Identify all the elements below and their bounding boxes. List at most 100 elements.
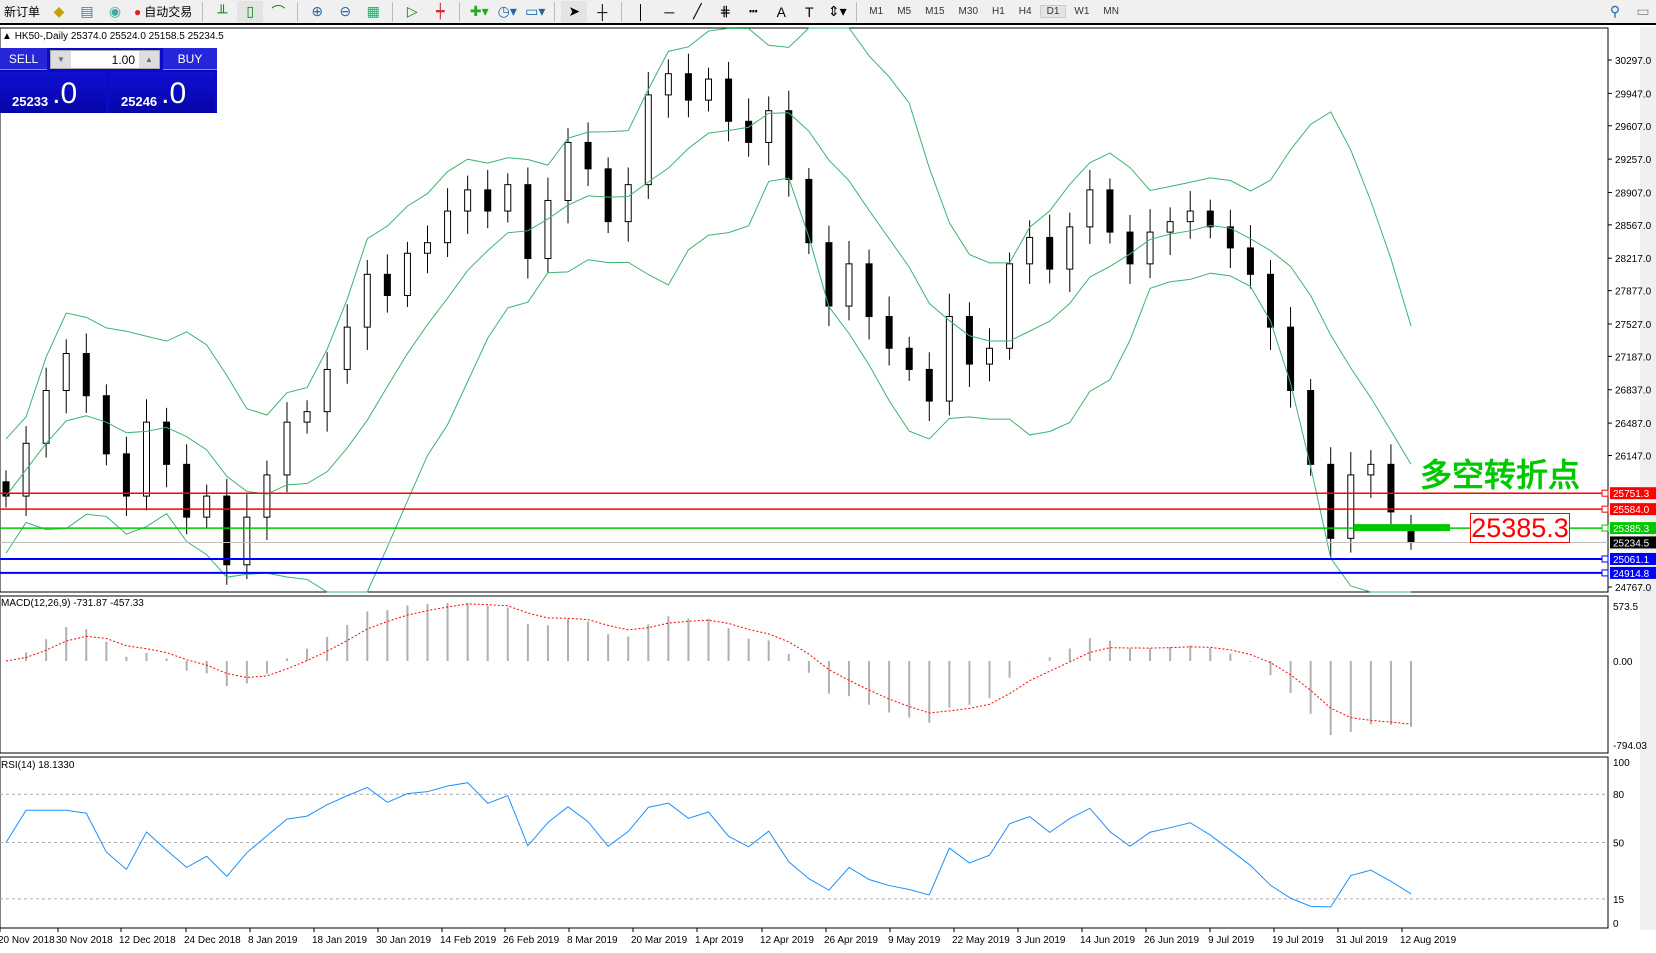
time-tick-label: 14 Feb 2019: [440, 935, 497, 946]
candle: [564, 141, 572, 201]
timeframe-m30[interactable]: M30: [958, 6, 978, 17]
candle: [243, 516, 251, 566]
level-handle: [1601, 524, 1609, 532]
price-label: 25751.3: [1613, 489, 1650, 500]
candle: [1246, 247, 1254, 275]
price-label-box: [1610, 487, 1656, 500]
annotation-text[interactable]: 多空转折点: [1420, 456, 1581, 494]
annotation-price-box[interactable]: 25385.3: [1470, 512, 1570, 543]
level-handle: [1601, 505, 1609, 513]
market-watch-icon[interactable]: ◆: [53, 3, 65, 19]
tile-windows-icon[interactable]: ▦: [366, 3, 380, 19]
buy-button[interactable]: BUY: [163, 48, 217, 70]
candle: [805, 178, 813, 244]
candle: [102, 395, 110, 455]
fibonacci-icon[interactable]: ⋕: [719, 3, 732, 19]
line-chart-icon[interactable]: ⌒: [271, 3, 286, 20]
crosshair-icon[interactable]: ┼: [597, 3, 608, 20]
lot-size-input[interactable]: 1.00: [111, 52, 135, 67]
time-tick-label: 14 Jun 2019: [1080, 935, 1135, 946]
price-label-box: [1610, 566, 1656, 579]
candle: [584, 141, 592, 170]
chat-icon[interactable]: ▭: [1636, 3, 1650, 19]
timeframe-m15[interactable]: M15: [925, 6, 945, 17]
text-label-icon[interactable]: T: [805, 3, 814, 20]
auto-trading-label: 自动交易: [144, 5, 193, 19]
bar-chart-icon[interactable]: ╨: [217, 3, 228, 20]
price-tick-label: 26487.0: [1615, 419, 1652, 430]
zoom-in-icon[interactable]: ⊕: [311, 3, 324, 19]
autoscroll-icon[interactable]: ▷: [406, 3, 418, 19]
text-icon[interactable]: A: [776, 3, 786, 20]
auto-trading-button[interactable]: ● 自动交易: [130, 1, 196, 23]
ask-price[interactable]: 25246.0: [109, 72, 215, 113]
timeframe-h4[interactable]: H4: [1018, 6, 1032, 17]
candle: [604, 168, 612, 223]
candle: [163, 421, 171, 465]
time-tick-label: 12 Aug 2019: [1400, 935, 1457, 946]
time-tick-label: 26 Jun 2019: [1144, 935, 1199, 946]
periods-icon[interactable]: ◷▾: [497, 3, 517, 19]
bid-price[interactable]: 25233.0: [0, 72, 106, 113]
candle: [223, 495, 231, 566]
candle: [203, 495, 211, 518]
candle: [624, 184, 632, 223]
search-icon[interactable]: ⚲: [1609, 3, 1621, 19]
new-order-button[interactable]: 新订单: [4, 5, 41, 19]
zoom-out-icon[interactable]: ⊖: [339, 3, 352, 19]
candle: [1086, 189, 1094, 228]
templates-icon[interactable]: ▭▾: [525, 3, 546, 19]
bid-fraction: .0: [52, 77, 78, 110]
timeframe-w1[interactable]: W1: [1074, 6, 1090, 17]
candle: [765, 110, 773, 143]
separator: [459, 1, 461, 22]
cursor-icon[interactable]: ➤: [561, 0, 588, 23]
time-tick-label: 22 May 2019: [952, 935, 1010, 946]
decrease-lot-button[interactable]: ▼: [51, 51, 71, 68]
candle: [1206, 210, 1214, 228]
candle: [383, 273, 391, 296]
timeframe-m1[interactable]: M1: [869, 6, 884, 17]
timeframe-h1[interactable]: H1: [992, 6, 1005, 17]
rsi-line: [5, 782, 1412, 908]
rsi-tick-label: 100: [1613, 758, 1630, 769]
lot-size-stepper[interactable]: ▼ 1.00 ▲: [50, 50, 160, 69]
vertical-line-icon[interactable]: │: [636, 3, 646, 20]
data-window-icon[interactable]: ▤: [80, 3, 94, 19]
price-tick-label: 28907.0: [1615, 188, 1652, 199]
price-label: 24914.8: [1613, 569, 1650, 580]
timeframe-m5[interactable]: M5: [897, 6, 912, 17]
candlestick-icon[interactable]: ▯: [237, 0, 264, 23]
time-tick-label: 8 Jan 2019: [248, 935, 298, 946]
price-tick-label: 26837.0: [1615, 386, 1652, 397]
price-tick-label: 27187.0: [1615, 352, 1652, 363]
toolbar: 新订单 ◆ ▤ ◉ ● 自动交易 ╨ ▯ ⌒ ⊕ ⊖ ▦ ▷ ┿ ✚▾ ◷▾ ▭▾…: [0, 0, 1656, 25]
fibo-lines-icon[interactable]: ┅: [749, 3, 758, 19]
horizontal-line-icon[interactable]: ─: [664, 3, 675, 20]
level-handle: [1601, 489, 1609, 497]
auto-trading-icon: ●: [134, 4, 142, 19]
separator: [554, 1, 556, 22]
macd-tick-label: 573.5: [1613, 602, 1638, 613]
level-handle: [1601, 555, 1609, 563]
macd-tick-label: 0.00: [1613, 657, 1633, 668]
time-tick-label: 30 Jan 2019: [376, 935, 431, 946]
price-tick-label: 27527.0: [1615, 320, 1652, 331]
chart-shift-icon[interactable]: ┿: [436, 3, 445, 19]
price-chart[interactable]: 30297.0 29947.0 29607.0 29257.0 28907.0 28567…: [0, 27, 1656, 953]
timeframe-d1[interactable]: D1: [1039, 5, 1067, 18]
trendline-icon[interactable]: ╱: [693, 3, 702, 19]
time-tick-label: 12 Dec 2018: [119, 935, 176, 946]
increase-lot-button[interactable]: ▲: [139, 51, 159, 68]
candle: [925, 368, 933, 402]
candle: [885, 316, 893, 349]
timeframe-mn[interactable]: MN: [1103, 6, 1119, 17]
rsi-tick-label: 15: [1613, 895, 1625, 906]
indicators-icon[interactable]: ✚▾: [469, 3, 489, 19]
sell-button[interactable]: SELL: [0, 48, 47, 70]
candle: [1166, 221, 1174, 233]
signal-icon[interactable]: ◉: [108, 3, 122, 19]
candle: [82, 353, 90, 397]
arrows-icon[interactable]: ⇕▾: [827, 3, 847, 19]
macd-tick-label: -794.03: [1613, 741, 1647, 752]
